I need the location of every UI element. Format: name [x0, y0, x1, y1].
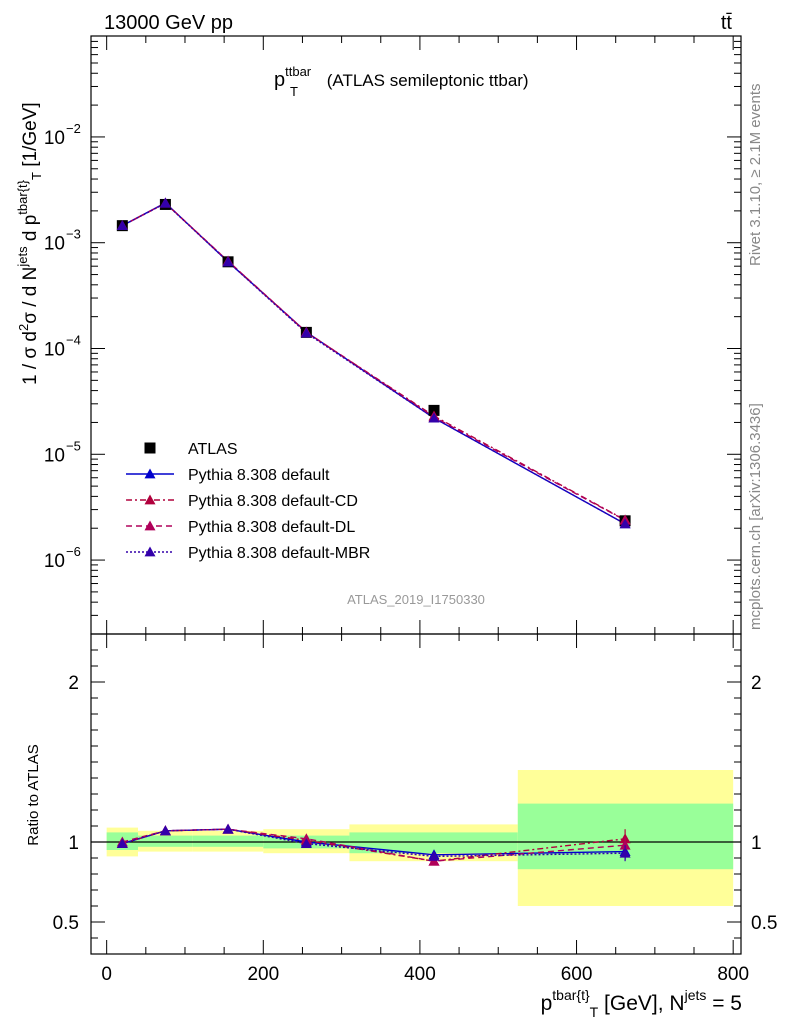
title-rest: (ATLAS semileptonic ttbar): [322, 71, 529, 90]
legend-marker: [144, 520, 156, 531]
legend-label: Pythia 8.308 default-MBR: [188, 545, 370, 562]
ratio-point: [300, 838, 312, 848]
ratio-y-tick-label: 0.5: [53, 913, 79, 934]
main-axis-ticks: 10−610−510−410−310−2: [44, 35, 741, 635]
ratio-series-line: [122, 828, 626, 858]
main-y-tick-label: 10: [44, 551, 65, 572]
main-markers: [116, 197, 631, 529]
legend-marker: [144, 494, 156, 505]
legend: ATLAS Pythia 8.308 default Pythia 8.308 de…: [126, 441, 370, 562]
ratio-x-tick-label: 400: [404, 964, 436, 985]
ratio-y-tick-label: 2: [68, 673, 79, 694]
ratio-y-tick-label-right: 2: [751, 673, 762, 694]
main-y-tick-label: 10: [44, 445, 65, 466]
title-sub: T: [290, 84, 298, 99]
title-base: p: [274, 69, 285, 91]
main-y-tick-exponent: −4: [66, 333, 81, 348]
energy-label: 13000 GeV pp: [104, 12, 233, 34]
ratio-x-tick-label: 800: [717, 964, 749, 985]
main-ylabel: 1 / σ d2σ / d Njets d ptbar{t}T [1/GeV]: [15, 102, 44, 385]
ratio-point: [159, 825, 171, 836]
main-y-tick-exponent: −6: [66, 544, 81, 559]
legend-atlas-label: ATLAS: [188, 441, 238, 458]
legend-marker: [144, 546, 156, 557]
main-series-line: [122, 202, 626, 521]
mc-point: [222, 256, 234, 267]
ratio-point: [428, 850, 440, 861]
ratio-green-band: [192, 835, 264, 847]
title-sup: ttbar: [285, 64, 312, 79]
main-y-tick-exponent: −5: [66, 438, 81, 453]
main-panel: 10−610−510−410−310−2 pttbar T (ATLAS semi…: [15, 35, 742, 635]
ratio-x-tick-label: 0: [101, 964, 112, 985]
ratio-markers: [116, 823, 631, 866]
legend-label: Pythia 8.308 default: [188, 467, 330, 484]
atlas-data-point: [428, 404, 440, 416]
ratio-point: [222, 823, 234, 834]
main-y-tick-label: 10: [44, 234, 65, 255]
ratio-y-tick-label-right: 1: [751, 833, 762, 854]
ratio-uncertainty-bands: [91, 770, 741, 906]
main-series-line: [122, 202, 626, 525]
legend-label: Pythia 8.308 default-CD: [188, 493, 358, 510]
process-label: tt̄: [721, 12, 733, 34]
main-series-lines: [121, 202, 626, 525]
ratio-panel: 0 200 400 600 800 0.5 0.5 1 1 2 2 Ratio to ATLAS p…: [25, 633, 777, 1020]
source-label: mcplots.cern.ch [arXiv:1306.3436]: [747, 403, 764, 630]
ratio-x-tick-label: 200: [247, 964, 279, 985]
ratio-green-band: [349, 832, 518, 854]
mc-point: [619, 518, 631, 529]
legend-atlas-marker: [144, 442, 156, 454]
main-y-tick-label: 10: [44, 128, 65, 149]
main-y-tick-exponent: −2: [66, 121, 81, 136]
ratio-point: [619, 847, 631, 858]
mc-point: [159, 197, 171, 208]
ratio-x-tick-label: 600: [561, 964, 593, 985]
analysis-watermark: ATLAS_2019_I1750330: [347, 592, 485, 607]
legend-label: Pythia 8.308 default-DL: [188, 519, 355, 536]
legend-marker: [144, 468, 156, 479]
ratio-point: [619, 839, 631, 850]
mc-point: [116, 220, 128, 231]
ratio-xlabel: ptbar{t}T [GeV], Njets = 5: [541, 987, 742, 1020]
ratio-green-band: [137, 835, 193, 847]
ratio-axis-ticks: 0 200 400 600 800 0.5 0.5 1 1 2 2: [53, 634, 777, 985]
main-y-tick-exponent: −3: [66, 227, 81, 242]
ratio-point: [116, 838, 128, 848]
main-y-tick-label: 10: [44, 340, 65, 361]
main-title: pttbar T (ATLAS semileptonic ttbar): [274, 64, 529, 99]
mc-point: [428, 412, 440, 423]
mc-point: [300, 327, 312, 338]
ratio-y-tick-label-right: 0.5: [751, 913, 777, 934]
ratio-series-lines: [122, 828, 626, 862]
rivet-label: Rivet 3.1.10, ≥ 2.1M events: [747, 84, 764, 267]
ratio-ylabel: Ratio to ATLAS: [25, 744, 42, 845]
ratio-y-tick-label: 1: [68, 833, 79, 854]
